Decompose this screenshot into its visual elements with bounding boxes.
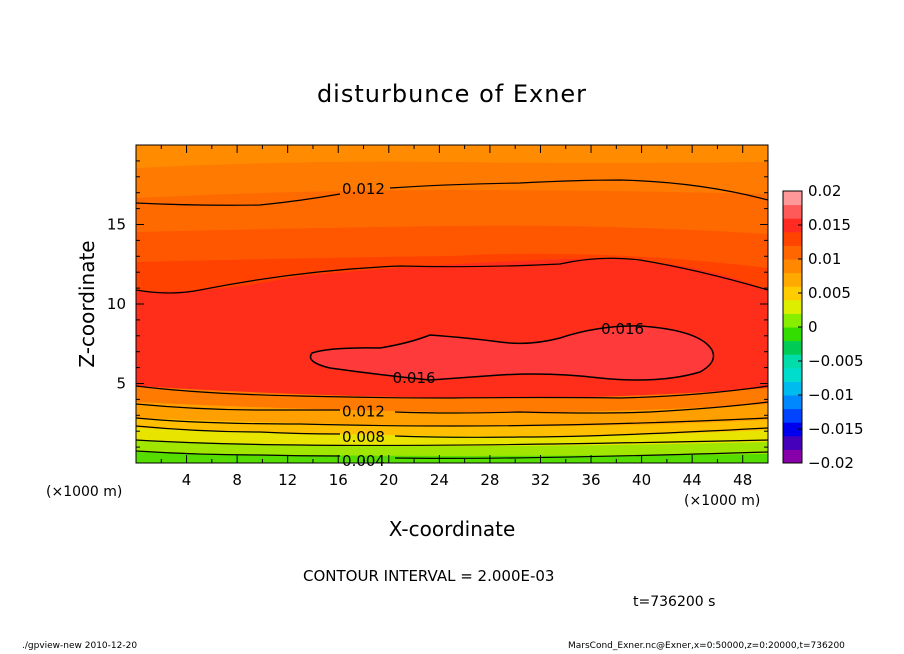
colorbar-swatch <box>783 299 802 314</box>
fill-band <box>136 452 768 463</box>
colorbar-swatch <box>783 191 802 206</box>
contour-line <box>136 417 768 427</box>
x-tick-label: 20 <box>379 471 398 489</box>
contour-label: 0.012 <box>342 403 385 421</box>
contour-label: 0.012 <box>342 180 385 198</box>
colorbar-swatch <box>783 272 802 287</box>
colorbar-swatch <box>783 286 802 301</box>
x-axis: 4 8 12 16 20 24 28 32 36 40 44 48 <box>160 145 752 489</box>
y-axis: 5 10 15 <box>107 160 768 448</box>
contour-label: 0.016 <box>601 320 644 338</box>
colorbar-swatch <box>783 245 802 260</box>
colorbar-tick-label: 0.005 <box>808 284 851 302</box>
x-axis-label: X-coordinate <box>389 517 516 541</box>
colorbar-swatch <box>783 259 802 274</box>
x-tick-label: 44 <box>683 471 702 489</box>
colorbar-swatch <box>783 218 802 233</box>
colorbar-tick-label: 0 <box>808 318 818 336</box>
x-tick-label: 48 <box>733 471 752 489</box>
contour-line <box>136 425 768 438</box>
colorbar-swatch <box>783 354 802 369</box>
colorbar-swatch <box>783 340 802 355</box>
contour-line <box>136 385 768 399</box>
colorbar-swatch <box>783 449 802 464</box>
time-stamp: t=736200 s <box>633 594 716 610</box>
colorbar-ticks: 0.02 0.015 0.01 0.005 0 −0.005 −0.01 −0.015 −0.0… <box>798 182 864 472</box>
colorbar-tick-label: −0.015 <box>808 420 864 438</box>
x-tick-label: 36 <box>581 471 600 489</box>
x-tick-label: 32 <box>531 471 550 489</box>
contour-interval: CONTOUR INTERVAL = 2.000E-03 <box>303 567 555 585</box>
contour-line-layer <box>136 179 768 459</box>
x-tick-label: 12 <box>278 471 297 489</box>
colorbar-tick-label: −0.005 <box>808 352 864 370</box>
y-axis-label: Z-coordinate <box>75 240 99 367</box>
colorbar-swatch <box>783 381 802 396</box>
x-axis-unit-right: (×1000 m) <box>684 493 760 509</box>
contour-line <box>136 179 768 206</box>
colorbar-tick-label: 0.01 <box>808 250 841 268</box>
x-tick-label: 28 <box>480 471 499 489</box>
colorbar-swatch <box>783 408 802 423</box>
x-tick-label: 24 <box>430 471 449 489</box>
colorbar-swatch <box>783 313 802 328</box>
chart-title: disturbunce of Exner <box>317 80 587 108</box>
footer-right: MarsCond_Exner.nc@Exner,x=0:50000,z=0:20… <box>568 641 845 651</box>
y-tick-label: 5 <box>116 375 126 393</box>
contour-line <box>136 401 768 414</box>
colorbar-swatch <box>783 422 802 437</box>
y-tick-label: 15 <box>107 216 126 234</box>
colorbar-swatch <box>783 231 802 246</box>
contour-fill-layer <box>136 145 768 463</box>
contour-label: 0.008 <box>342 428 385 446</box>
contour-016 <box>309 325 715 381</box>
x-tick-label: 4 <box>182 471 192 489</box>
colorbar-swatch <box>783 327 802 342</box>
footer-left: ./gpview-new 2010-12-20 <box>22 641 138 651</box>
colorbar-tick-label: −0.01 <box>808 386 854 404</box>
contour-line <box>136 257 768 294</box>
y-tick-label: 10 <box>107 295 126 313</box>
contour-line <box>136 439 768 447</box>
colorbar-swatch <box>783 435 802 450</box>
colorbar-tick-label: 0.015 <box>808 216 851 234</box>
colorbar-swatch <box>783 204 802 219</box>
x-tick-label: 16 <box>329 471 348 489</box>
x-axis-unit-left: (×1000 m) <box>46 484 122 500</box>
x-tick-label: 8 <box>232 471 242 489</box>
x-tick-label: 40 <box>632 471 651 489</box>
contour-label: 0.016 <box>393 369 436 387</box>
colorbar-tick-label: −0.02 <box>808 454 854 472</box>
colorbar-swatch <box>783 367 802 382</box>
colorbar-tick-label: 0.02 <box>808 182 841 200</box>
colorbar-swatch <box>783 395 802 410</box>
colorbar <box>782 190 803 464</box>
